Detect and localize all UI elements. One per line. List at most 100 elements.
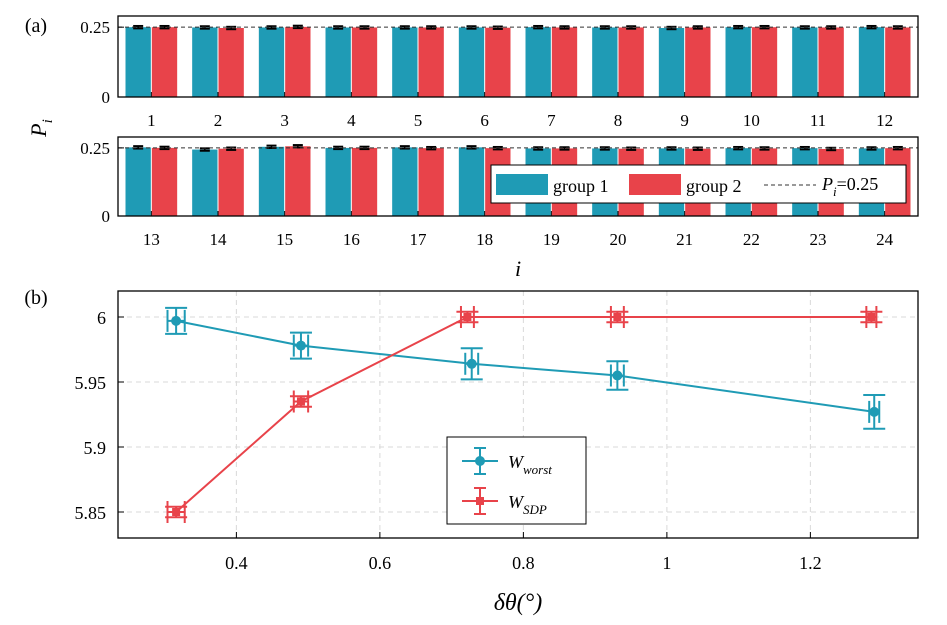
bar-group2-13 (151, 147, 178, 216)
x-tick-label: 24 (876, 230, 894, 249)
legend-marker-sdp (476, 497, 484, 505)
x-tick-label: 1 (662, 553, 671, 573)
x-tick-label: 2 (214, 111, 223, 130)
y-tick-label: 5.9 (84, 438, 107, 458)
bar-group1-13 (125, 147, 151, 216)
point-sdp (613, 313, 622, 321)
bar-group1-2 (192, 27, 218, 98)
x-tick-label: 19 (543, 230, 560, 249)
bar-group2-6 (485, 27, 511, 98)
bar-group1-7 (525, 27, 551, 98)
x-tick-label: 14 (210, 230, 228, 249)
x-tick-label: 4 (347, 111, 356, 130)
x-tick-label: 7 (547, 111, 556, 130)
x-tick-label: 11 (810, 111, 826, 130)
bar-group1-18 (458, 147, 485, 216)
axes-frame-a1 (117, 15, 919, 98)
point-sdp (463, 313, 472, 321)
bar-group2-2 (218, 28, 244, 97)
bar-group1-6 (458, 27, 485, 98)
legend-label-group1: group 1 (553, 176, 609, 196)
x-tick-label: 20 (610, 230, 627, 249)
x-tick-label: 10 (743, 111, 760, 130)
x-tick-label: 13 (143, 230, 160, 249)
x-tick-label: 12 (876, 111, 893, 130)
y-tick-label: 0 (102, 207, 111, 226)
bar-group1-14 (192, 149, 218, 216)
panel-a-label: (a) (25, 15, 47, 37)
legend-label-group2: group 2 (686, 176, 742, 196)
x-tick-label: 0.8 (512, 553, 535, 573)
panel-b: (b)0.4 0.6 0.8 1 1.25.855.95.956δθ(°)WworstW… (24, 287, 919, 616)
bar-group1-3 (258, 27, 285, 98)
bar-group1-17 (392, 147, 418, 216)
legend-swatch-group2 (629, 174, 681, 195)
bar-group2-14 (218, 148, 244, 216)
bar-group2-1 (151, 27, 178, 98)
legend-label-worst: Wworst (508, 452, 552, 477)
x-tick-label: 6 (480, 111, 489, 130)
bar-group2-3 (285, 26, 311, 97)
x-tick-label: 9 (680, 111, 689, 130)
y-tick-label: 0.25 (80, 18, 110, 37)
x-axis-label-b: δθ(°) (494, 590, 543, 616)
point-sdp (172, 508, 181, 516)
bar-group2-9 (685, 27, 711, 98)
x-tick-label: 8 (614, 111, 623, 130)
panel-b-label: (b) (24, 287, 47, 309)
legend-a-box (490, 164, 907, 204)
legend-label-sdp-main: W (508, 492, 525, 512)
bar-group2-11 (818, 27, 844, 98)
bar-group2-8 (618, 27, 644, 98)
y-axis-label-sub: i (40, 119, 56, 123)
x-tick-label: 17 (410, 230, 428, 249)
y-tick-label: 0.25 (80, 139, 110, 158)
bar-group1-15 (258, 146, 285, 216)
x-tick-label: 1.2 (799, 553, 822, 573)
axes-frame-b (117, 290, 919, 539)
point-worst (466, 358, 477, 369)
x-tick-label: 18 (476, 230, 493, 249)
y-tick-label: 5.85 (75, 503, 107, 523)
point-worst (295, 340, 306, 351)
x-axis-label-a: i (515, 256, 521, 281)
legend-label-worst-main: W (508, 452, 525, 472)
bar-group1-10 (725, 27, 751, 98)
x-tick-label: 0.4 (225, 553, 248, 573)
legend-label-sdp: WSDP (508, 492, 547, 517)
legend-a: group 1 group 2 Pi=0.25 (490, 164, 907, 204)
y-tick-label: 6 (97, 308, 106, 328)
legend-b-box (446, 436, 587, 525)
x-tick-label: 23 (810, 230, 827, 249)
bar-group2-17 (418, 148, 444, 216)
legend-swatch-group1 (496, 174, 548, 195)
bar-group1-8 (592, 27, 618, 98)
x-tick-label: 15 (276, 230, 293, 249)
bar-group2-16 (351, 147, 378, 216)
bar-group1-4 (325, 27, 351, 98)
x-tick-label: 0.6 (369, 553, 392, 573)
point-worst (171, 315, 182, 326)
point-worst (869, 406, 880, 417)
bar-group2-10 (751, 27, 778, 98)
bar-group1-12 (858, 27, 885, 98)
legend-label-sdp-sub: SDP (523, 502, 547, 517)
series-line-worst (175, 319, 875, 413)
x-tick-label: 1 (147, 111, 156, 130)
bar-group2-12 (885, 27, 911, 98)
bar-group1-9 (658, 28, 685, 97)
bar-group1-1 (125, 27, 151, 98)
bar-group1-16 (325, 147, 351, 216)
point-sdp (867, 313, 876, 321)
x-tick-label: 5 (414, 111, 423, 130)
point-worst (612, 370, 623, 381)
bar-group1-5 (392, 27, 418, 98)
bar-group2-7 (551, 27, 578, 98)
y-tick-label: 0 (102, 88, 111, 107)
bar-group2-4 (351, 27, 378, 98)
y-axis-label-text: Pi (26, 119, 56, 138)
x-tick-label: 22 (743, 230, 760, 249)
y-axis-label-a: Pi (26, 119, 56, 138)
